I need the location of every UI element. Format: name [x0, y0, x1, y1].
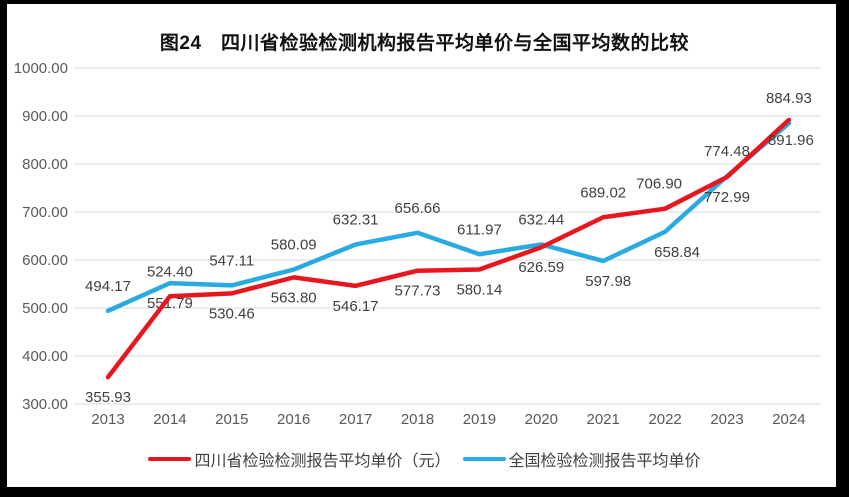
- data-label-sichuan: 355.93: [85, 389, 131, 406]
- legend-swatch-national-icon: [462, 457, 506, 461]
- data-label-national: 611.97: [457, 221, 502, 238]
- y-axis-label: 800.00: [22, 156, 68, 173]
- data-label-sichuan: 706.90: [636, 176, 682, 193]
- y-axis-label: 1000.00: [14, 60, 68, 77]
- data-label-sichuan: 524.40: [147, 263, 193, 280]
- data-label-national: 597.98: [585, 273, 631, 290]
- y-axis-label: 400.00: [22, 348, 68, 365]
- data-label-sichuan: 772.99: [704, 189, 750, 206]
- x-axis-label: 2017: [339, 411, 372, 428]
- data-label-national: 494.17: [85, 278, 131, 295]
- screenshot-border-right: [836, 0, 849, 497]
- data-label-sichuan: 891.96: [768, 132, 814, 149]
- y-axis-label: 300.00: [22, 396, 68, 413]
- x-axis-label: 2016: [277, 411, 310, 428]
- data-label-sichuan: 626.59: [518, 259, 564, 276]
- legend: 四川省检验检测报告平均单价（元） 全国检验检测报告平均单价: [0, 447, 849, 471]
- x-axis-label: 2015: [215, 411, 248, 428]
- data-label-sichuan: 530.46: [209, 305, 255, 322]
- y-axis-label: 600.00: [22, 252, 68, 269]
- series-line-sichuan: [105, 117, 792, 380]
- data-label-sichuan: 563.80: [271, 289, 317, 306]
- y-axis-label: 500.00: [22, 300, 68, 317]
- data-label-sichuan: 577.73: [395, 283, 441, 300]
- data-label-national: 774.48: [704, 143, 750, 160]
- x-axis-label: 2018: [401, 411, 434, 428]
- data-label-sichuan: 689.02: [580, 184, 626, 201]
- y-axis-label: 700.00: [22, 204, 68, 221]
- data-label-sichuan: 546.17: [333, 298, 379, 315]
- screenshot-border-bottom: [0, 487, 849, 497]
- data-label-sichuan: 580.14: [456, 282, 502, 299]
- data-label-national: 580.09: [271, 237, 317, 254]
- data-label-national: 884.93: [766, 90, 812, 107]
- series-line-national: [105, 120, 792, 314]
- x-axis-label: 2019: [463, 411, 496, 428]
- figure-title: 图24 四川省检验检测机构报告平均单价与全国平均数的比较: [159, 33, 690, 54]
- x-axis-label: 2020: [525, 411, 558, 428]
- screenshot-border-left: [0, 0, 7, 497]
- data-label-national: 632.44: [518, 211, 564, 228]
- screenshot-border-top: [0, 0, 849, 4]
- data-label-national: 547.11: [209, 252, 254, 269]
- legend-item-national: 全国检验检测报告平均单价: [462, 447, 701, 471]
- x-axis-label: 2023: [710, 411, 743, 428]
- legend-item-sichuan: 四川省检验检测报告平均单价（元）: [148, 447, 451, 471]
- x-axis-label: 2024: [772, 411, 805, 428]
- legend-label-sichuan: 四川省检验检测报告平均单价（元）: [194, 453, 451, 470]
- y-axis-label: 900.00: [22, 108, 68, 125]
- legend-label-national: 全国检验检测报告平均单价: [508, 453, 701, 470]
- data-label-national: 656.66: [395, 200, 441, 217]
- x-axis-label: 2014: [153, 411, 186, 428]
- legend-swatch-sichuan-icon: [148, 457, 192, 461]
- x-axis-label: 2022: [648, 411, 681, 428]
- data-label-national: 658.84: [654, 244, 700, 261]
- x-axis-label: 2021: [587, 411, 620, 428]
- data-label-national: 632.31: [333, 211, 379, 228]
- x-axis-label: 2013: [91, 411, 124, 428]
